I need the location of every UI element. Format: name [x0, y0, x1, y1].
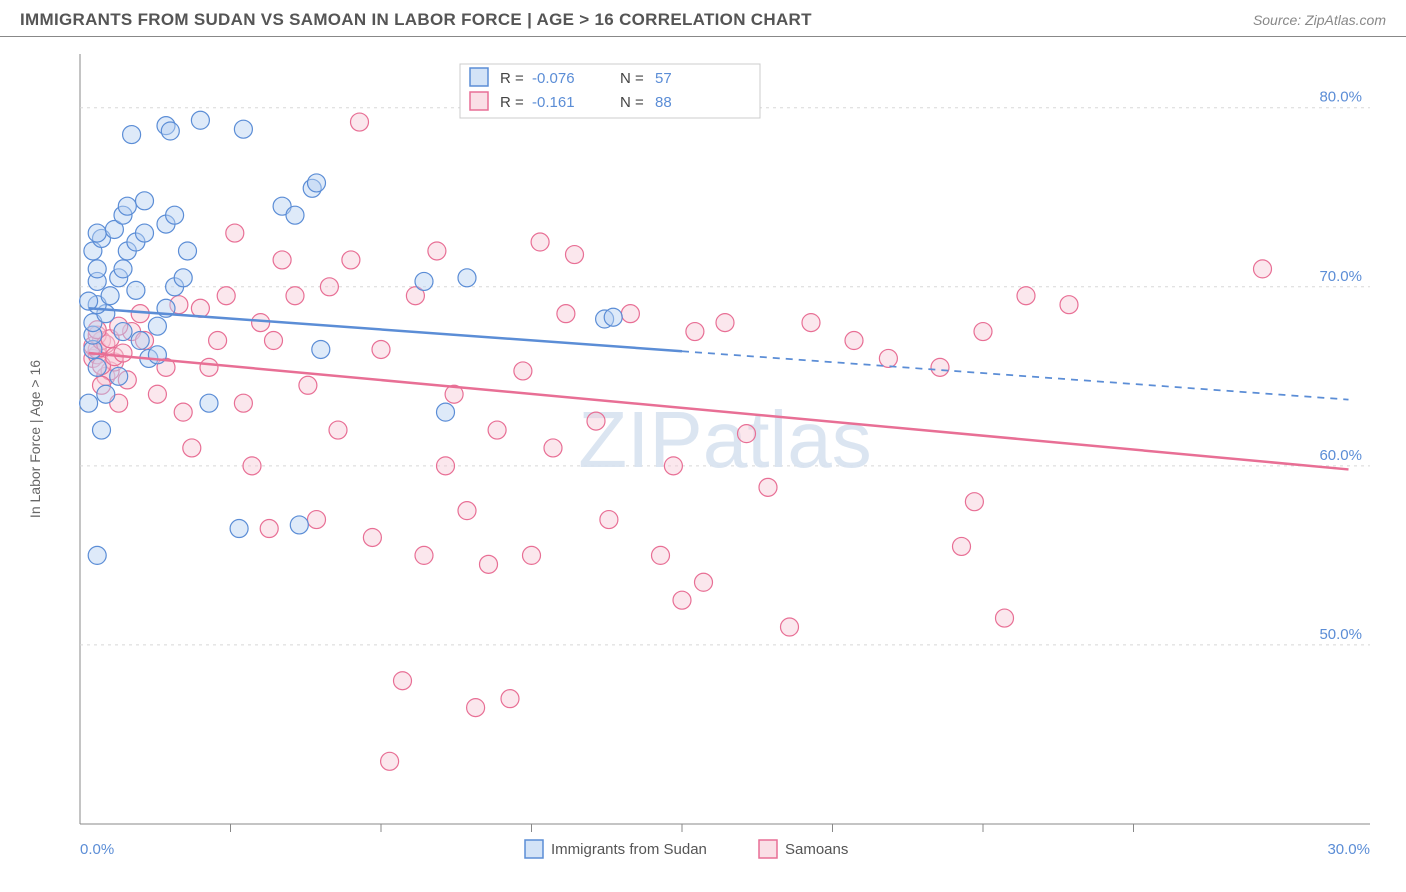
svg-text:60.0%: 60.0% [1319, 447, 1362, 464]
chart-source: Source: ZipAtlas.com [1253, 12, 1386, 28]
svg-text:R =: R = [500, 94, 524, 111]
svg-text:-0.076: -0.076 [532, 70, 575, 87]
svg-text:70.0%: 70.0% [1319, 268, 1362, 285]
svg-text:ZIPatlas: ZIPatlas [578, 395, 871, 484]
svg-text:57: 57 [655, 70, 672, 87]
chart-container: 50.0% 60.0% 70.0% 80.0% 0.0% 30.0% In Labor Fo… [20, 44, 1386, 892]
svg-text:In Labor Force | Age > 16: In Labor Force | Age > 16 [27, 360, 43, 518]
svg-text:Immigrants from Sudan: Immigrants from Sudan [551, 841, 707, 858]
svg-text:0.0%: 0.0% [80, 841, 114, 858]
svg-text:50.0%: 50.0% [1319, 626, 1362, 643]
svg-text:N =: N = [620, 70, 644, 87]
svg-text:88: 88 [655, 94, 672, 111]
svg-text:Samoans: Samoans [785, 841, 848, 858]
svg-text:30.0%: 30.0% [1327, 841, 1370, 858]
chart-header: IMMIGRANTS FROM SUDAN VS SAMOAN IN LABOR… [0, 0, 1406, 37]
scatter-chart: 50.0% 60.0% 70.0% 80.0% 0.0% 30.0% In Labor Fo… [20, 44, 1386, 892]
svg-text:R =: R = [500, 70, 524, 87]
chart-title: IMMIGRANTS FROM SUDAN VS SAMOAN IN LABOR… [20, 10, 812, 30]
svg-text:-0.161: -0.161 [532, 94, 575, 111]
svg-text:N =: N = [620, 94, 644, 111]
svg-text:80.0%: 80.0% [1319, 89, 1362, 106]
